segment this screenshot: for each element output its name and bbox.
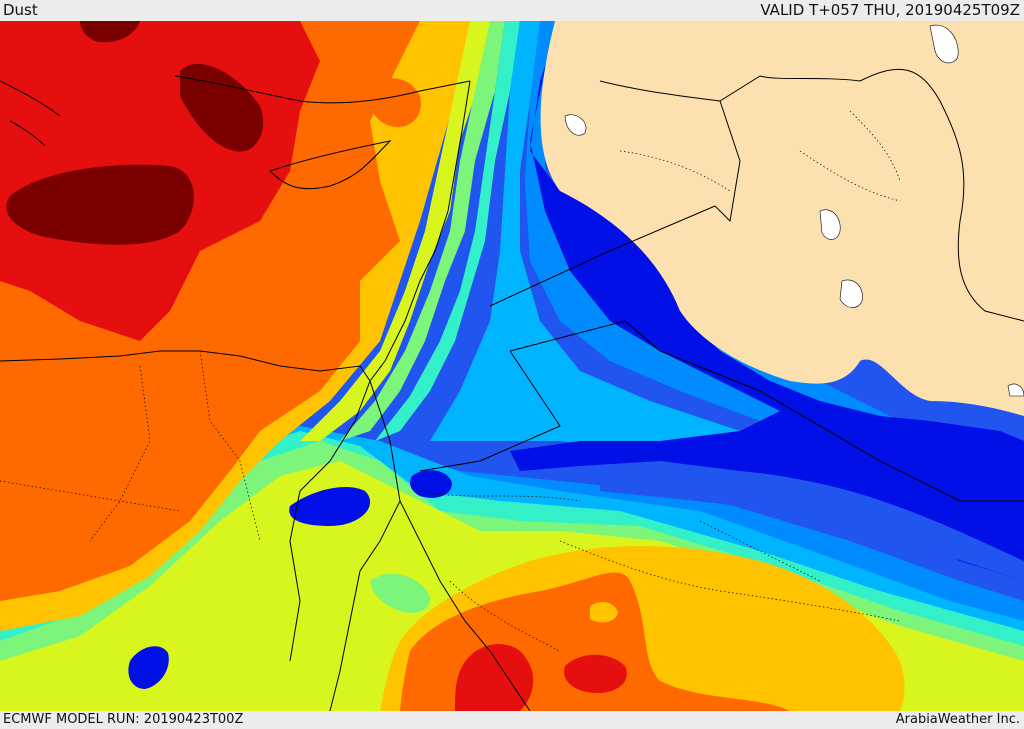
lake-1	[819, 209, 841, 240]
band-max-west-c	[80, 21, 140, 43]
lake-4	[564, 114, 587, 136]
band-red-south-a	[455, 643, 534, 711]
band-lime-redsea	[370, 573, 431, 613]
valid-time: VALID T+057 THU, 20190425T09Z	[760, 1, 1020, 19]
band-max-west-a	[6, 164, 194, 245]
band-blue-inner	[600, 467, 1024, 581]
band-aqua-coast	[375, 21, 520, 441]
band-amber-spot	[590, 601, 618, 623]
band-lime-coast	[340, 21, 505, 441]
credit: ArabiaWeather Inc.	[895, 712, 1020, 727]
band-navy-east	[510, 21, 1024, 581]
band-cyan-coast	[430, 21, 820, 471]
model-run: ECMWF MODEL RUN: 20190423T00Z	[3, 712, 244, 727]
band-navy-spot-a	[289, 486, 371, 526]
header-bar: Dust VALID T+057 THU, 20190425T09Z	[0, 0, 1024, 21]
field-name: Dust	[3, 1, 38, 19]
band-orange-inset	[368, 78, 421, 127]
lake-2	[839, 279, 863, 308]
band-sky-coast	[525, 21, 900, 441]
band-yellow-coast	[300, 21, 490, 441]
map-internal-boundaries	[0, 110, 901, 652]
band-navy-spot-c	[128, 646, 169, 689]
dust-forecast-map[interactable]	[0, 21, 1024, 711]
band-red-south-b	[564, 654, 627, 693]
lake-3	[929, 24, 959, 64]
land-no-data	[540, 21, 1024, 416]
band-max-west-b	[180, 63, 264, 152]
lake-5	[1007, 383, 1024, 397]
map-boundaries	[0, 68, 1024, 711]
footer-bar: ECMWF MODEL RUN: 20190423T00Z ArabiaWeat…	[0, 711, 1024, 729]
